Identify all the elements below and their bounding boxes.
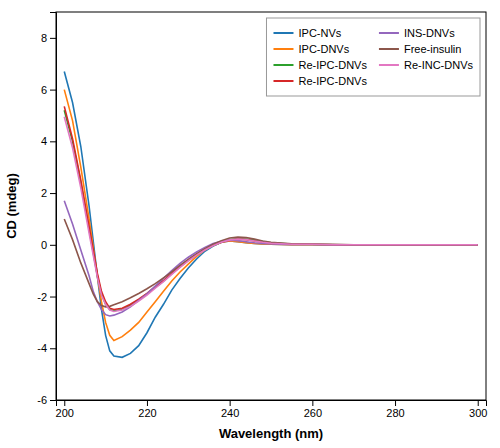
plot-frame [56,12,486,400]
legend-label: INS-DNVs [404,27,455,39]
y-axis-tick: 8 [41,32,56,44]
y-axis-tick-mark [50,141,56,142]
y-axis-tick: -4 [37,342,56,354]
legend-item: Re-IPC-DNVs [273,75,367,87]
x-axis-tick-mark [64,400,65,406]
series-line [64,201,477,316]
y-axis-tick-mark [50,245,56,246]
chart: 200 220 240 260 280 300 -6 -4 -2 0 2 4 6 8 Wavelength … [0,0,500,448]
x-axis-tick-mark [230,400,231,406]
series-line [64,110,477,310]
plot-area [64,71,477,357]
legend-label: IPC-DNVs [298,43,349,55]
legend-label: Free-insulin [404,43,461,55]
y-axis-tick-label: -4 [37,342,47,354]
series-line [64,106,477,309]
x-axis-tick-label: 300 [469,407,487,419]
y-axis-tick-label: 0 [41,239,47,251]
x-axis-tick: 300 [469,400,487,419]
y-axis-line [50,13,57,401]
y-axis-tick-label: 2 [41,187,47,199]
x-axis: 200 220 240 260 280 300 [56,400,488,419]
y-axis-tick: 4 [41,135,56,147]
y-axis-title: CD (mdeg) [4,173,19,239]
y-axis-tick-mark [50,348,56,349]
legend-label: Re-INC-DNVs [404,59,474,71]
y-axis-tick: 2 [41,187,56,199]
y-axis-tick-mark [50,193,56,194]
legend-swatch [273,64,293,66]
x-axis-title: Wavelength (nm) [219,426,323,441]
y-axis-tick: 6 [41,84,56,96]
legend-item: Free-insulin [379,43,461,55]
x-axis-line [57,401,487,407]
y-axis-tick-label: 6 [41,84,47,96]
y-axis-tick: 0 [41,239,56,251]
series-line [64,117,477,312]
legend-swatch [273,48,293,50]
legend-box [266,18,480,96]
y-axis-tick-label: -6 [37,394,47,406]
legend-swatch [379,64,399,66]
legend-item: IPC-NVs [273,27,341,39]
legend-swatch [273,80,293,82]
x-axis-tick-mark [395,400,396,406]
y-axis-tick-mark [50,38,56,39]
y-axis: -6 -4 -2 0 2 4 6 8 [37,13,56,407]
y-axis-tick: -2 [37,291,56,303]
y-axis-tick-mark [50,400,56,401]
x-axis-tick-label: 280 [386,407,404,419]
y-axis-tick-label: -2 [37,291,47,303]
legend-label: Re-IPC-DNVs [298,59,367,71]
y-axis-tick-mark [50,90,56,91]
x-axis-tick-label: 240 [221,407,239,419]
y-axis-tick-label: 8 [41,32,47,44]
x-axis-tick: 200 [56,400,74,419]
x-axis-tick-mark [312,400,313,406]
legend-label: Re-IPC-DNVs [298,75,367,87]
legend-swatch [273,32,293,34]
legend-item: Re-INC-DNVs [379,59,474,71]
x-axis-tick: 220 [138,400,156,419]
x-axis-tick-mark [147,400,148,406]
legend: IPC-NVs IPC-DNVs Re-IPC-DNVs Re-IPC-DNVs INS… [266,18,480,96]
x-axis-tick: 280 [386,400,404,419]
series-line [64,71,477,357]
x-axis-tick: 260 [304,400,322,419]
x-axis-tick-label: 260 [304,407,322,419]
y-axis-tick-mark [50,297,56,298]
legend-item: Re-IPC-DNVs [273,59,367,71]
y-axis-tick-label: 4 [41,135,47,147]
series-line [64,90,477,341]
legend-swatch [379,48,399,50]
y-axis-tick: -6 [37,394,56,406]
x-axis-tick-mark [478,400,479,406]
legend-label: IPC-NVs [298,27,341,39]
x-axis-tick-label: 200 [56,407,74,419]
x-axis-tick: 240 [221,400,239,419]
legend-swatch [379,32,399,34]
x-axis-tick-label: 220 [138,407,156,419]
legend-item: INS-DNVs [379,27,455,39]
series-line [64,219,477,307]
legend-item: IPC-DNVs [273,43,349,55]
